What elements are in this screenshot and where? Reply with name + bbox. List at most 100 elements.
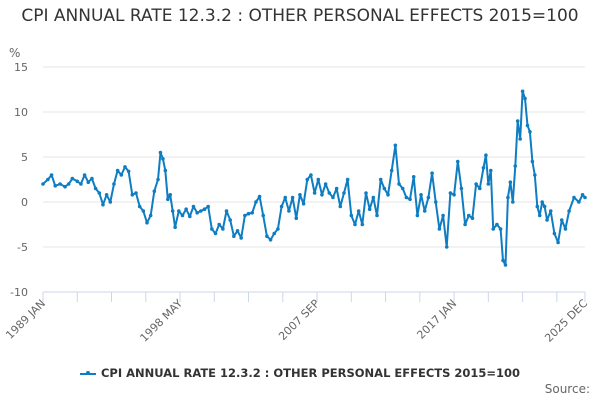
data-point [254,200,258,204]
y-axis-label: % [9,46,20,60]
data-point [520,89,525,94]
data-point [276,227,280,231]
data-point [580,193,585,197]
data-point [327,191,332,195]
data-point [250,211,255,215]
data-point [93,186,98,191]
data-point [130,193,135,197]
source-label: Source: [544,382,590,396]
data-point [552,231,557,236]
data-point [239,236,244,240]
data-point [148,213,153,218]
y-tick-label: 15 [14,61,28,74]
data-point [97,191,102,195]
data-point [430,171,434,175]
data-point [386,193,390,197]
data-point [542,204,547,209]
data-point [515,119,520,123]
data-point [537,213,542,218]
data-point [235,229,240,233]
data-point [206,204,210,209]
data-point [441,213,445,218]
data-point [290,195,295,200]
data-point [525,123,530,128]
x-tick-label: 1989 JAN [3,297,48,342]
data-point [191,204,196,209]
chart-title: CPI ANNUAL RATE 12.3.2 : OTHER PERSONAL … [21,6,579,26]
data-point [583,195,587,200]
data-point [523,96,527,101]
data-point [134,191,138,195]
data-point [188,214,192,219]
data-point [119,173,124,177]
legend-item[interactable]: CPI ANNUAL RATE 12.3.2 : OTHER PERSONAL … [0,366,600,380]
data-point [312,191,317,195]
x-tick-label: 2007 SEP [276,297,322,343]
data-point [481,166,486,170]
data-point [126,169,131,174]
data-point [63,184,67,189]
data-point [513,164,518,168]
data-point [58,182,62,186]
data-point [86,180,91,184]
data-point [559,218,564,222]
data-point [508,180,513,184]
data-point [199,209,203,213]
data-point [158,150,163,155]
data-point [367,207,372,211]
x-tick-label: 2017 JAN [414,297,459,342]
data-point [90,176,94,181]
data-point [530,159,535,164]
data-point [82,173,87,177]
data-point [70,176,75,181]
data-point [163,168,168,173]
data-point [533,173,537,177]
data-point [272,231,277,236]
data-point [305,177,310,182]
legend-label: CPI ANNUAL RATE 12.3.2 : OTHER PERSONAL … [100,366,521,380]
data-point [246,211,251,216]
data-point [422,209,427,213]
data-point [501,258,505,263]
data-point [331,195,335,200]
data-point [224,209,229,213]
data-point [503,263,508,267]
data-point [567,209,571,213]
data-point [518,137,522,141]
data-point [301,202,306,206]
data-point [180,213,185,218]
data-point [375,213,379,218]
data-point [426,195,431,200]
data-point [389,168,394,173]
data-point [243,213,247,218]
data-point [433,200,438,204]
data-point [338,204,343,209]
data-point [535,204,540,209]
data-point [320,193,324,197]
data-point [287,209,291,213]
data-point [378,177,383,182]
legend-line-icon [79,371,96,375]
data-point [419,193,423,197]
data-point [232,234,236,238]
data-point [195,211,199,215]
data-point [294,216,299,220]
data-point [404,195,409,200]
data-point [257,194,262,199]
data-point [400,186,405,191]
data-point [279,204,284,209]
data-point [115,168,120,173]
data-point [141,209,146,213]
data-point [345,177,350,182]
data-point [548,209,553,213]
data-point [217,222,221,227]
data-point [448,191,453,195]
data-point [415,213,420,218]
data-point [452,193,456,197]
data-point [342,191,346,195]
data-point [108,200,113,204]
data-point [459,186,464,191]
data-point [498,227,503,231]
data-point [316,177,321,182]
data-point [393,143,398,148]
